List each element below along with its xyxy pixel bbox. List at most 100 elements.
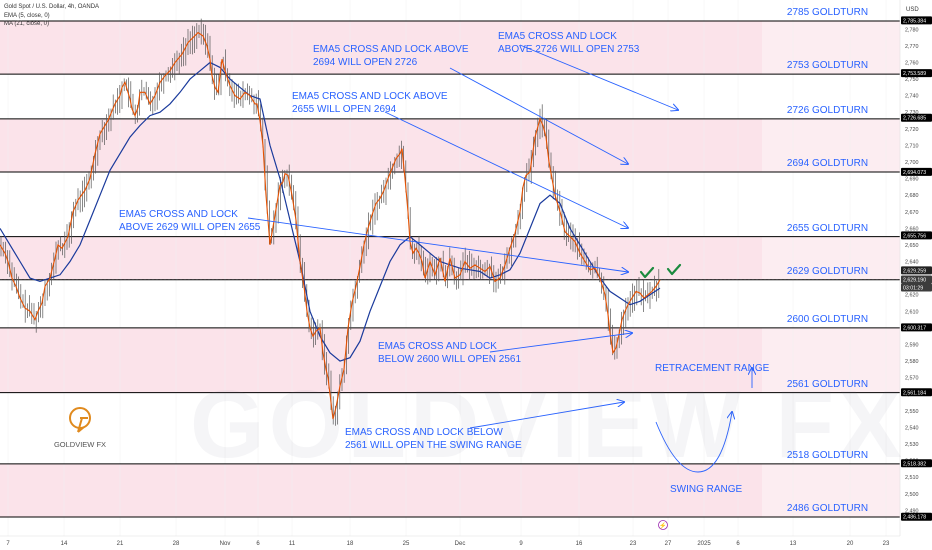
goldturn-band: [0, 118, 900, 172]
annotation-2726-2753: EMA5 CROSS AND LOCK ABOVE 2726 WILL OPEN …: [498, 31, 640, 55]
x-tick-label: 11: [289, 541, 296, 547]
y-tick-label: 2,720: [905, 127, 919, 133]
y-tick-label: 2,680: [905, 193, 919, 199]
goldturn-level-lines: [0, 20, 900, 518]
y-tick-label: 2,700: [905, 160, 919, 166]
price-tag: 2,694.073: [901, 167, 932, 176]
price-candles: [0, 18, 660, 426]
annotation-2655-2694: EMA5 CROSS AND LOCK ABOVE 2655 WILL OPEN …: [292, 91, 448, 115]
price-tag: 03:01:29: [901, 283, 932, 292]
x-tick-label: 20: [847, 541, 854, 547]
x-tick-label: 6: [736, 541, 740, 547]
goldturn-band: [0, 327, 900, 393]
y-tick-label: 2,620: [905, 293, 919, 299]
x-tick-label: 9: [519, 541, 523, 547]
annotation-arrows: [247, 44, 752, 473]
svg-text:2,655.756: 2,655.756: [903, 233, 926, 239]
arrow-swing-curve: [655, 412, 732, 473]
y-tick-label: 2,710: [905, 143, 919, 149]
annotation-2694-2726: EMA5 CROSS AND LOCK ABOVE 2694 WILL OPEN …: [313, 44, 469, 68]
svg-text:2,629.190: 2,629.190: [903, 277, 926, 283]
x-tick-label: 2025: [697, 541, 711, 547]
goldturn-label: 2486 GOLDTURN: [786, 503, 869, 514]
checkmarks: [639, 263, 682, 279]
price-tag: 2,753.589: [901, 69, 932, 78]
x-tick-label: 28: [173, 541, 180, 547]
price-tag: 2,629.190: [901, 275, 932, 284]
goldturn-label: 2694 GOLDTURN: [786, 157, 869, 169]
check-icon: [666, 263, 682, 276]
y-tick-label: 2,510: [905, 475, 919, 481]
y-tick-label: 2,750: [905, 77, 919, 83]
x-tick-label: 16: [576, 541, 583, 547]
arrow-2561-to-swing: [469, 402, 624, 429]
price-tag: 2,600.317: [901, 323, 932, 332]
x-tick-label: 14: [61, 541, 68, 547]
currency-label: USD: [906, 7, 919, 13]
svg-text:2,486.178: 2,486.178: [903, 515, 926, 521]
price-tags: 2,785.384 2,753.589 2,726.685 2,694.073 2,65…: [901, 16, 932, 521]
y-tick-label: 2,760: [905, 60, 919, 66]
y-tick-label: 2,640: [905, 260, 919, 266]
x-axis-ticks: 7 14 21 28 Nov 6 11 18 25 Dec 9 16 23 27 2025 6 13 20 23: [6, 541, 890, 547]
svg-text:2,694.073: 2,694.073: [903, 170, 926, 176]
y-tick-label: 2,540: [905, 425, 919, 431]
ma-21-line: [0, 61, 661, 362]
y-tick-label: 2,490: [905, 508, 919, 514]
arrow-2694-to-2726: [449, 67, 628, 164]
retracement-range-label: RETRACEMENT RANGE: [655, 363, 770, 374]
x-tick-label: 13: [790, 541, 797, 547]
svg-text:03:01:29: 03:01:29: [903, 285, 923, 291]
y-tick-label: 2,500: [905, 492, 919, 498]
svg-text:2,561.184: 2,561.184: [903, 390, 926, 396]
y-tick-label: 2,730: [905, 110, 919, 116]
svg-text:2,629.259: 2,629.259: [903, 268, 926, 274]
ma-legend[interactable]: MA (21, close, 0): [4, 21, 50, 27]
arrow-2629-to-2655: [247, 217, 628, 272]
price-tag: 2,726.685: [901, 113, 932, 122]
price-tag: 2,655.756: [901, 231, 932, 240]
svg-text:2,518.382: 2,518.382: [903, 461, 926, 467]
x-tick-label: Nov: [220, 541, 231, 547]
x-tick-label: 21: [117, 541, 124, 547]
svg-text:2,785.384: 2,785.384: [903, 18, 926, 24]
annotation-2629-2655: EMA5 CROSS AND LOCK ABOVE 2629 WILL OPEN …: [119, 209, 261, 233]
price-tag: 2,561.184: [901, 388, 932, 397]
y-tick-label: 2,740: [905, 94, 919, 100]
goldturn-label: 2600 GOLDTURN: [786, 313, 869, 325]
y-tick-label: 2,670: [905, 210, 919, 216]
x-tick-label: 18: [347, 541, 354, 547]
y-tick-label: 2,550: [905, 409, 919, 415]
svg-text:2,600.317: 2,600.317: [903, 325, 926, 331]
goldturn-label: 2655 GOLDTURN: [786, 222, 869, 234]
ema-legend[interactable]: EMA (5, close, 0): [4, 13, 50, 19]
goldturn-band: [0, 463, 900, 517]
y-tick-label: 2,590: [905, 342, 919, 348]
logo-g-icon: [69, 407, 91, 433]
symbol-title[interactable]: Gold Spot / U.S. Dollar, 4h, OANDA: [4, 4, 100, 10]
x-tick-label: 23: [883, 541, 890, 547]
x-tick-label: 23: [630, 541, 637, 547]
x-tick-label: 7: [6, 541, 10, 547]
logo-suffix: FX: [96, 440, 107, 449]
goldturn-label: 2518 GOLDTURN: [786, 449, 869, 461]
goldturn-bands: [0, 21, 900, 517]
arrow-2726-to-2753: [519, 44, 678, 110]
check-icon: [639, 266, 655, 279]
goldturn-label: 2785 GOLDTURN: [786, 7, 869, 18]
y-tick-label: 2,650: [905, 243, 919, 249]
price-tag: 2,785.384: [901, 16, 932, 25]
y-tick-label: 2,780: [905, 27, 919, 33]
y-tick-label: 2,660: [905, 226, 919, 232]
watermark: GOLDVIEW FX: [190, 371, 906, 478]
goldturn-label: 2753 GOLDTURN: [786, 60, 869, 72]
arrow-2655-to-2694: [384, 111, 628, 228]
y-tick-label: 2,580: [905, 359, 919, 365]
price-tag: 2,629.259: [901, 266, 932, 275]
x-tick-label: 27: [665, 541, 672, 547]
arrow-2600-to-2561: [489, 333, 632, 353]
goldturn-label: 2629 GOLDTURN: [786, 265, 869, 277]
annotation-2600-2561: EMA5 CROSS AND LOCK BELOW 2600 WILL OPEN …: [378, 341, 522, 365]
y-tick-label: 2,770: [905, 44, 919, 50]
